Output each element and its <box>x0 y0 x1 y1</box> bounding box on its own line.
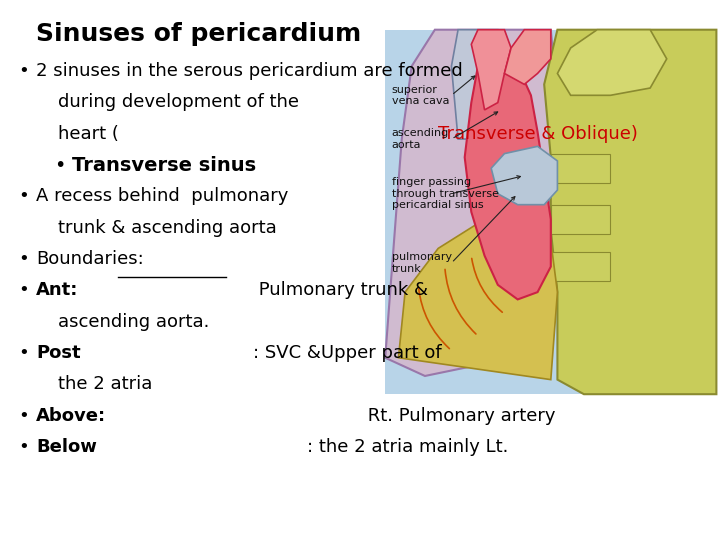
Text: •: • <box>18 250 29 268</box>
Polygon shape <box>385 30 716 394</box>
Text: A recess behind  pulmonary: A recess behind pulmonary <box>36 187 289 205</box>
Text: Sinuses of pericardium: Sinuses of pericardium <box>36 22 361 45</box>
Polygon shape <box>557 30 667 96</box>
Text: the 2 atria: the 2 atria <box>58 375 152 393</box>
Text: during development of the: during development of the <box>58 93 299 111</box>
Text: ascending aorta.: ascending aorta. <box>58 313 209 330</box>
Text: heart (: heart ( <box>58 125 119 143</box>
Text: Above:: Above: <box>36 407 106 424</box>
Text: •: • <box>18 407 29 424</box>
Text: Sinuses of pericardium - during development of the heart: Sinuses of pericardium - during developm… <box>449 56 652 62</box>
Text: Below: Below <box>36 438 97 456</box>
Polygon shape <box>544 30 716 394</box>
Text: finger passing
through transverse
pericardial sinus: finger passing through transverse perica… <box>392 177 499 210</box>
Polygon shape <box>451 30 498 139</box>
Text: Transverse & Oblique): Transverse & Oblique) <box>438 125 637 143</box>
Text: pulmonary
trunk: pulmonary trunk <box>392 252 452 274</box>
Text: Rt. Pulmonary artery: Rt. Pulmonary artery <box>361 407 555 424</box>
Text: Ant:: Ant: <box>36 281 78 299</box>
Text: superior
vena cava: superior vena cava <box>392 85 449 106</box>
Polygon shape <box>551 153 611 183</box>
Polygon shape <box>551 252 611 281</box>
Text: Transverse sinus: Transverse sinus <box>72 156 256 175</box>
Text: : SVC &Upper part of: : SVC &Upper part of <box>253 344 442 362</box>
Text: •: • <box>18 344 29 362</box>
Polygon shape <box>385 30 557 376</box>
Text: trunk & ascending aorta: trunk & ascending aorta <box>58 219 276 237</box>
Polygon shape <box>505 30 551 84</box>
Text: •: • <box>18 281 29 299</box>
Text: ascending
aorta: ascending aorta <box>392 128 449 150</box>
Polygon shape <box>491 146 557 205</box>
Polygon shape <box>464 51 551 299</box>
Polygon shape <box>551 205 611 234</box>
Polygon shape <box>398 219 557 380</box>
Text: Boundaries:: Boundaries: <box>36 250 144 268</box>
Text: : the 2 atria mainly Lt.: : the 2 atria mainly Lt. <box>307 438 509 456</box>
Text: •: • <box>18 438 29 456</box>
Text: Post: Post <box>36 344 81 362</box>
Text: •: • <box>18 62 29 80</box>
Text: •: • <box>18 187 29 205</box>
Text: 2 sinuses in the serous pericardium are formed: 2 sinuses in the serous pericardium are … <box>36 62 463 80</box>
Polygon shape <box>472 30 511 110</box>
Text: •: • <box>54 156 66 175</box>
Text: Pulmonary trunk &: Pulmonary trunk & <box>253 281 428 299</box>
